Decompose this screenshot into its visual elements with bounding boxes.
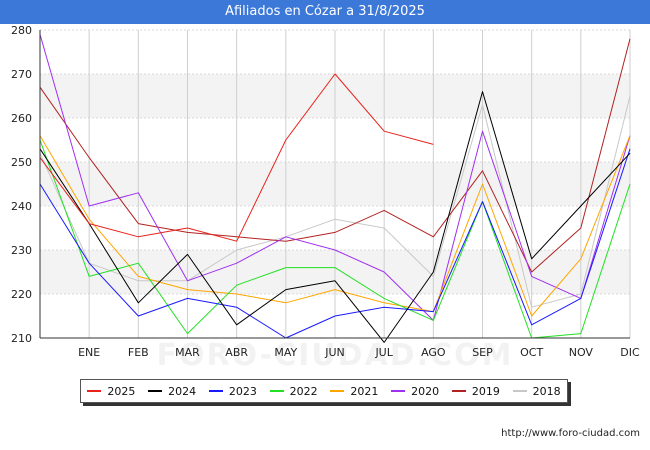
watermark: FORO-CIUDAD.COM <box>157 338 514 373</box>
legend-label: 2024 <box>168 384 197 398</box>
y-tick-label: 280 <box>11 24 32 37</box>
legend-label: 2021 <box>350 384 379 398</box>
series-line-2018 <box>39 95 631 308</box>
series-line-2021 <box>39 135 631 317</box>
legend-label: 2018 <box>532 384 561 398</box>
x-tick-label: JUL <box>374 346 393 359</box>
y-tick-label: 260 <box>11 112 32 125</box>
series-line-2025 <box>39 73 434 242</box>
y-tick-label: 240 <box>11 200 32 213</box>
legend-swatch <box>391 390 406 392</box>
x-tick-label: SEP <box>472 346 493 359</box>
x-tick-label: OCT <box>520 346 543 359</box>
legend-swatch <box>512 390 527 392</box>
legend-swatch <box>269 390 284 392</box>
legend-swatch <box>330 390 345 392</box>
legend-item-2022: 2022 <box>269 384 318 398</box>
legend-item-2025: 2025 <box>87 385 135 398</box>
x-tick-label: DIC <box>620 346 640 359</box>
x-tick-label: ABR <box>225 346 248 359</box>
legend-item-2023: 2023 <box>208 384 257 398</box>
x-tick-label: NOV <box>569 346 594 359</box>
legend-item-2021: 2021 <box>330 385 378 398</box>
legend: 2025 2024 2023 2022 2021 2020 2019 2018 <box>80 379 568 403</box>
y-tick-label: 210 <box>11 332 32 345</box>
y-tick-label: 250 <box>11 156 32 169</box>
source-url: http://www.foro-ciudad.com <box>501 428 640 439</box>
legend-item-2018: 2018 <box>512 384 561 398</box>
legend-label: 2025 <box>107 384 136 398</box>
legend-swatch <box>87 390 102 392</box>
x-tick-label: MAY <box>274 346 297 359</box>
legend-item-2024: 2024 <box>148 385 196 398</box>
series-line-2024 <box>39 91 631 343</box>
series-line-2019 <box>39 38 631 273</box>
y-tick-label: 230 <box>11 244 32 257</box>
legend-swatch <box>148 390 163 392</box>
series-line-2023 <box>39 148 631 339</box>
legend-label: 2019 <box>471 384 500 398</box>
x-tick-label: FEB <box>128 346 149 359</box>
x-tick-label: JUN <box>324 346 345 359</box>
legend-swatch <box>208 390 223 392</box>
x-tick-label: MAR <box>175 346 200 359</box>
y-tick-label: 270 <box>11 68 32 81</box>
legend-label: 2022 <box>289 384 318 398</box>
legend-label: 2023 <box>228 384 257 398</box>
y-tick-label: 220 <box>11 288 32 301</box>
legend-swatch <box>451 390 466 392</box>
chart-title: Afiliados en Cózar a 31/8/2025 <box>0 0 650 24</box>
legend-item-2019: 2019 <box>451 384 500 398</box>
x-tick-label: AGO <box>421 346 446 359</box>
legend-item-2020: 2020 <box>391 385 439 398</box>
legend-label: 2020 <box>411 384 440 398</box>
series-line-2020 <box>39 34 631 321</box>
x-tick-label: ENE <box>78 346 100 359</box>
